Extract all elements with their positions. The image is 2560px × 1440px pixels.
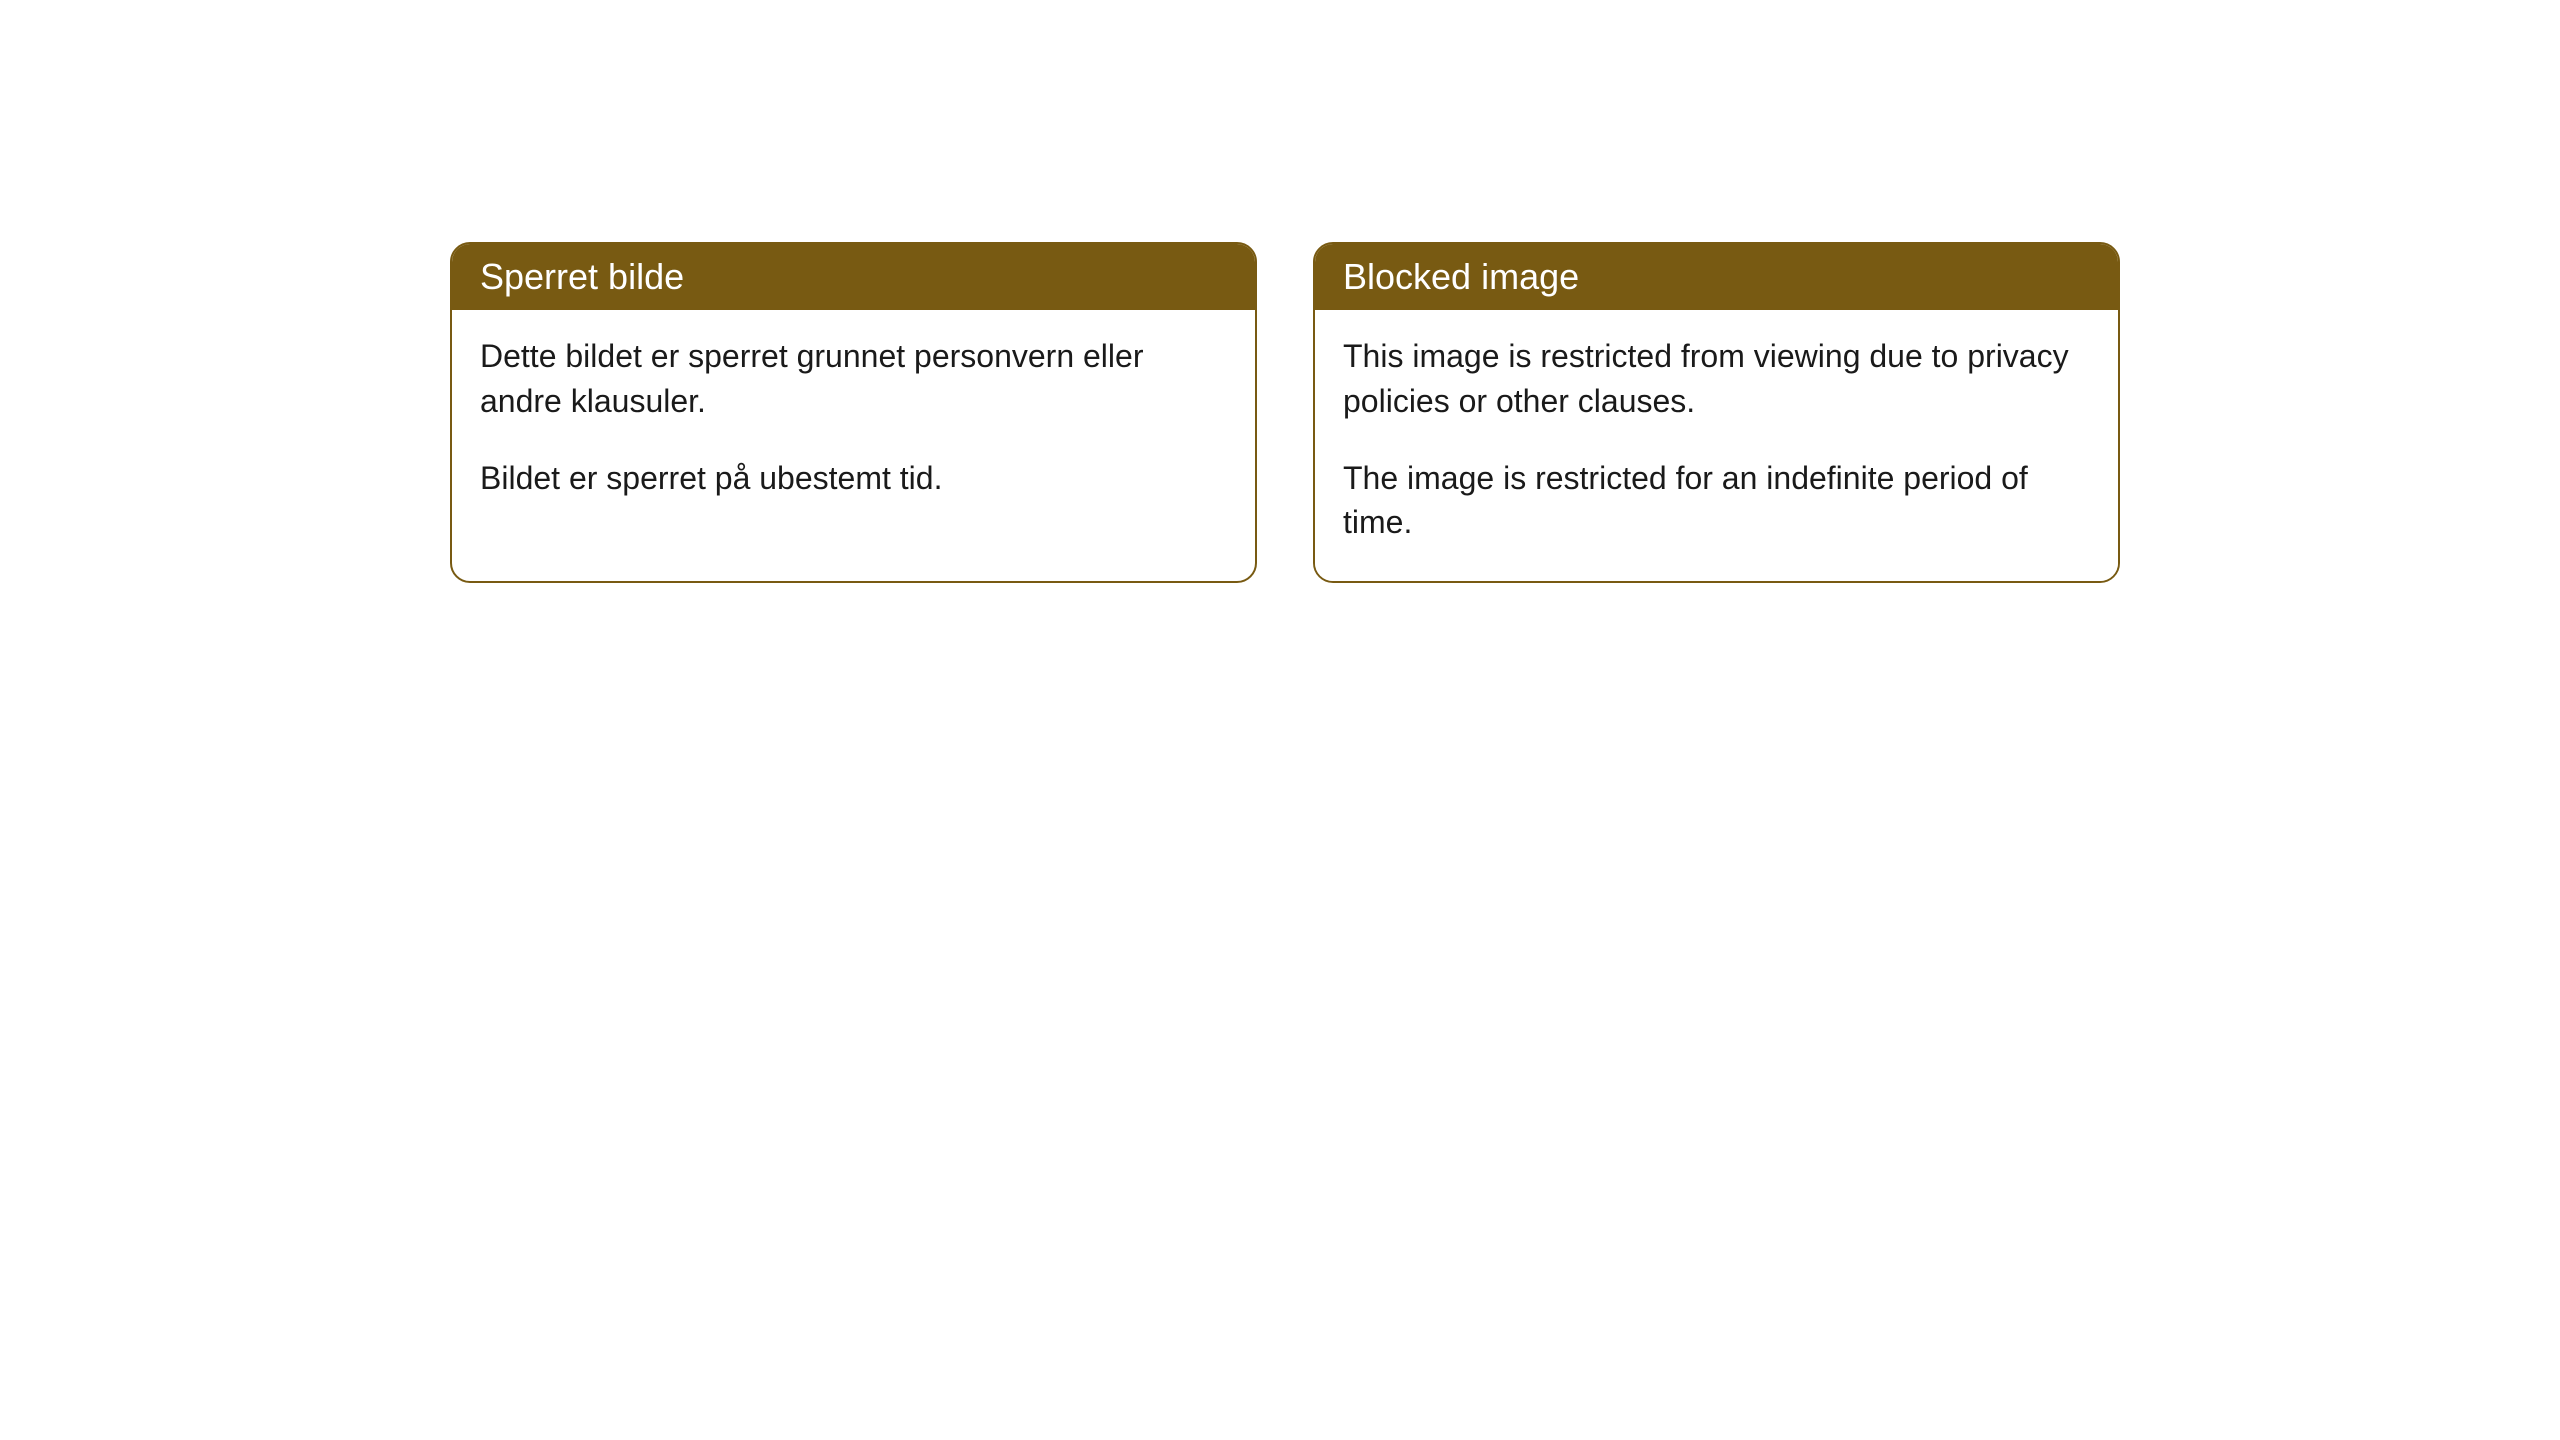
card-header: Sperret bilde <box>452 244 1255 310</box>
card-body: Dette bildet er sperret grunnet personve… <box>452 310 1255 536</box>
card-title: Blocked image <box>1343 256 1579 297</box>
card-title: Sperret bilde <box>480 256 684 297</box>
blocked-image-card-english: Blocked image This image is restricted f… <box>1313 242 2120 583</box>
card-paragraph: Bildet er sperret på ubestemt tid. <box>480 456 1227 501</box>
notice-cards-container: Sperret bilde Dette bildet er sperret gr… <box>450 242 2120 583</box>
card-paragraph: The image is restricted for an indefinit… <box>1343 456 2090 546</box>
card-header: Blocked image <box>1315 244 2118 310</box>
card-paragraph: This image is restricted from viewing du… <box>1343 334 2090 424</box>
card-body: This image is restricted from viewing du… <box>1315 310 2118 581</box>
card-paragraph: Dette bildet er sperret grunnet personve… <box>480 334 1227 424</box>
blocked-image-card-norwegian: Sperret bilde Dette bildet er sperret gr… <box>450 242 1257 583</box>
